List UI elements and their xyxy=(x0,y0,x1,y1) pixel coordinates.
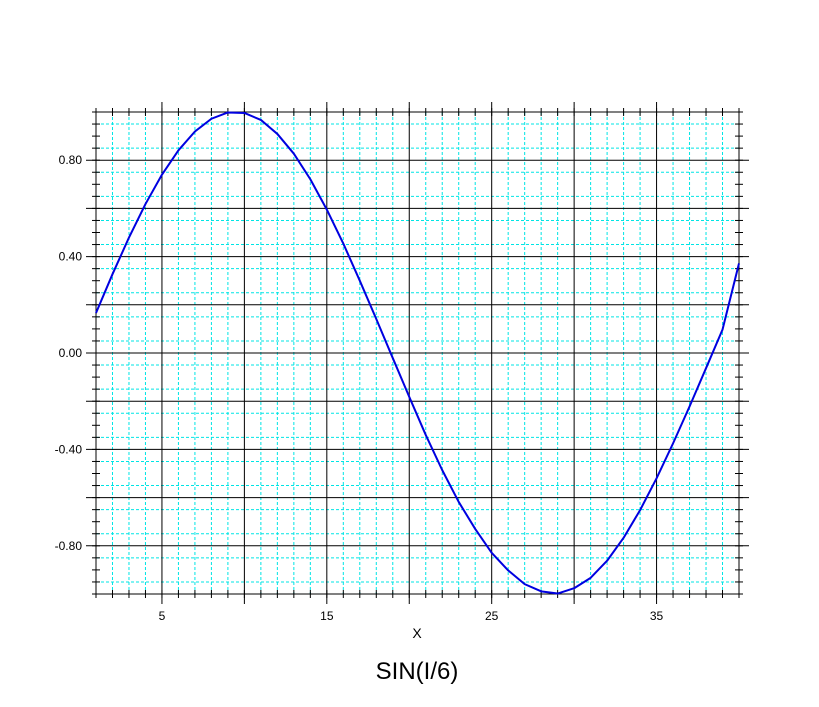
y-tick-label: 0.40 xyxy=(59,250,83,264)
x-tick-labels: 5 15 25 35 xyxy=(159,609,664,623)
axis-ticks xyxy=(92,108,743,598)
y-tick-label: -0.80 xyxy=(55,539,83,553)
major-grid xyxy=(86,102,749,604)
y-tick-label: -0.40 xyxy=(55,442,83,456)
x-tick-label: 5 xyxy=(159,609,166,623)
y-tick-labels: 0.80 0.40 0.00 -0.40 -0.80 xyxy=(55,153,83,553)
series-line xyxy=(95,111,740,595)
x-tick-label: 15 xyxy=(320,609,334,623)
x-tick-label: 35 xyxy=(650,609,664,623)
x-tick-label: 25 xyxy=(485,609,499,623)
x-axis-title: X xyxy=(412,625,422,641)
series-group xyxy=(95,111,740,595)
y-tick-label: 0.00 xyxy=(59,346,83,360)
y-tick-label: 0.80 xyxy=(59,153,83,167)
chart-title: SIN(I/6) xyxy=(376,658,459,685)
